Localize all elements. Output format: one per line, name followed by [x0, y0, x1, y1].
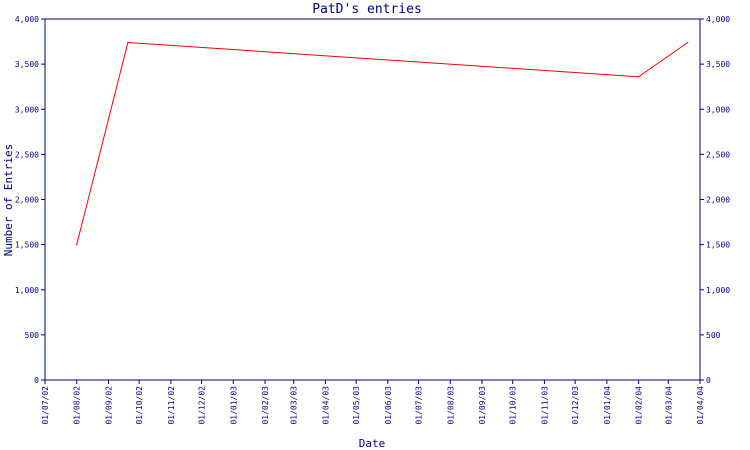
- y-axis-label: Number of Entries: [2, 144, 15, 257]
- x-tick-label: 01/09/02: [104, 386, 113, 425]
- x-tick-label: 01/05/03: [352, 386, 361, 425]
- x-tick-label: 01/07/03: [415, 386, 424, 425]
- x-tick-label: 01/09/03: [478, 386, 487, 425]
- y-tick-label: 1,500: [15, 241, 39, 250]
- x-tick-label: 01/08/02: [73, 386, 82, 425]
- y-tick-label: 2,500: [15, 150, 39, 159]
- series-line: [76, 41, 688, 245]
- data-point: [637, 76, 640, 78]
- y-tick-label-right: 4,000: [706, 15, 730, 24]
- data-point: [687, 41, 689, 44]
- y-tick-label: 3,000: [15, 105, 39, 114]
- y-tick-label-right: 0: [706, 376, 711, 385]
- y-tick-label: 0: [34, 376, 39, 385]
- x-tick-label: 01/02/04: [635, 386, 644, 425]
- x-tick-label: 01/03/04: [664, 386, 673, 425]
- x-tick-label: 01/04/04: [696, 386, 705, 425]
- y-tick-label-right: 3,000: [706, 105, 730, 114]
- x-tick-label: 01/01/04: [603, 386, 612, 425]
- x-tick-label: 01/12/02: [198, 386, 207, 425]
- x-axis: 01/07/02 01/08/02 01/09/02 01/10/02 01/11/02…: [41, 380, 705, 425]
- x-tick-label: 01/06/03: [384, 386, 393, 425]
- y-tick-label-right: 2,500: [706, 150, 730, 159]
- x-tick-label: 01/02/03: [261, 386, 270, 425]
- y-tick-label: 2,000: [15, 196, 39, 205]
- axes: [44, 18, 701, 381]
- x-tick-label: 01/04/03: [321, 386, 330, 425]
- y-tick-label: 1,000: [15, 286, 39, 295]
- y-tick-label-right: 3,500: [706, 60, 730, 69]
- x-tick-label: 01/01/03: [229, 386, 238, 425]
- x-axis-label: Date: [359, 437, 386, 450]
- x-tick-label: 01/10/02: [135, 386, 144, 425]
- x-tick-label: 01/08/03: [446, 386, 455, 425]
- x-tick-label: 01/10/03: [509, 386, 518, 425]
- y-tick-label: 500: [25, 331, 40, 340]
- x-tick-label: 01/11/02: [167, 386, 176, 425]
- x-tick-label: 01/11/03: [540, 386, 549, 425]
- y-tick-label-right: 2,000: [706, 196, 730, 205]
- data-point: [127, 41, 129, 44]
- x-tick-label: 01/12/03: [571, 386, 580, 425]
- y-tick-label-right: 1,500: [706, 241, 730, 250]
- data-point: [76, 244, 78, 246]
- series-group: [76, 41, 689, 246]
- y-tick-label: 3,500: [15, 60, 39, 69]
- x-tick-label: 01/07/02: [41, 386, 50, 425]
- chart-title: PatD's entries: [312, 2, 422, 17]
- y-tick-label-right: 500: [706, 331, 721, 340]
- y-tick-label: 4,000: [15, 15, 39, 24]
- y-tick-label-right: 1,000: [706, 286, 730, 295]
- y-axis-right: 0 500 1,000 1,500 2,000 2,500 3,000 3,500 4,000: [700, 15, 730, 385]
- x-tick-label: 01/03/03: [290, 386, 299, 425]
- y-axis-left: 0 500 1,000 1,500 2,000 2,500 3,000 3,500 4,000: [15, 15, 45, 385]
